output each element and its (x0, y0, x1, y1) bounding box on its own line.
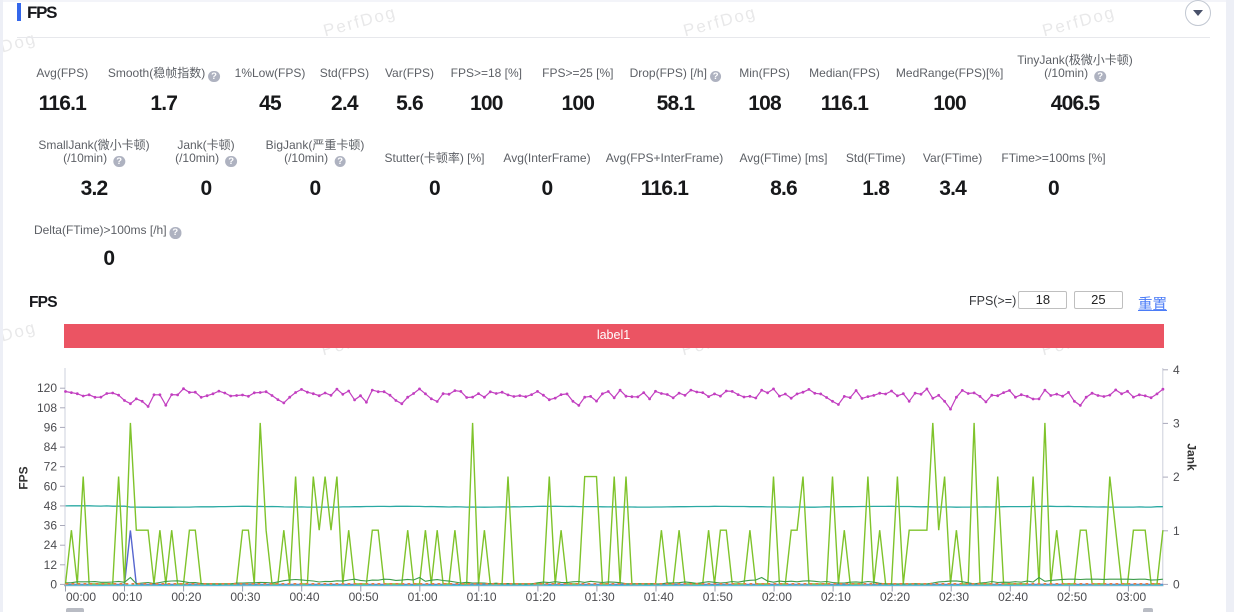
svg-text:02:10: 02:10 (821, 590, 851, 604)
svg-text:01:20: 01:20 (526, 590, 556, 604)
svg-text:0: 0 (50, 577, 57, 591)
svg-text:01:30: 01:30 (585, 590, 615, 604)
svg-text:02:40: 02:40 (998, 590, 1028, 604)
svg-text:00:00: 00:00 (66, 590, 96, 604)
svg-text:96: 96 (44, 420, 58, 434)
svg-text:01:00: 01:00 (408, 590, 438, 604)
svg-text:00:50: 00:50 (349, 590, 379, 604)
svg-text:4: 4 (1173, 363, 1180, 377)
svg-text:72: 72 (44, 460, 58, 474)
svg-text:2: 2 (1173, 470, 1180, 484)
svg-text:120: 120 (37, 381, 57, 395)
svg-text:36: 36 (44, 519, 58, 533)
svg-text:02:00: 02:00 (762, 590, 792, 604)
svg-text:00:40: 00:40 (289, 590, 319, 604)
svg-text:FPS: FPS (17, 466, 31, 489)
svg-text:01:50: 01:50 (703, 590, 733, 604)
svg-text:48: 48 (44, 499, 58, 513)
svg-text:02:50: 02:50 (1057, 590, 1087, 604)
svg-text:24: 24 (44, 538, 58, 552)
svg-text:00:10: 00:10 (112, 590, 142, 604)
svg-text:02:30: 02:30 (939, 590, 969, 604)
svg-text:02:20: 02:20 (880, 590, 910, 604)
svg-text:108: 108 (37, 401, 57, 415)
svg-text:Jank: Jank (1185, 443, 1199, 471)
svg-text:3: 3 (1173, 416, 1180, 430)
svg-text:60: 60 (44, 479, 58, 493)
svg-text:0: 0 (1173, 577, 1180, 591)
svg-text:1: 1 (1173, 524, 1180, 538)
svg-text:00:30: 00:30 (230, 590, 260, 604)
svg-text:12: 12 (44, 558, 58, 572)
svg-text:01:40: 01:40 (644, 590, 674, 604)
svg-text:84: 84 (44, 440, 58, 454)
svg-text:01:10: 01:10 (467, 590, 497, 604)
svg-text:00:20: 00:20 (171, 590, 201, 604)
svg-text:03:00: 03:00 (1116, 590, 1146, 604)
